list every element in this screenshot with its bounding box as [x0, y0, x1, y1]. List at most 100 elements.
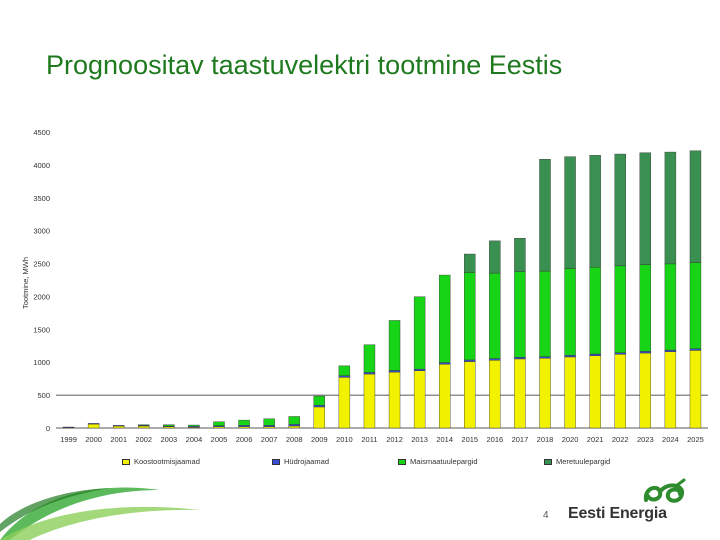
legend-label: Maismaatuulepargid: [410, 457, 478, 466]
x-tick-label: 2013: [411, 435, 428, 444]
bar-segment: [664, 349, 677, 352]
bar-segment: [464, 253, 476, 273]
bar-segment: [489, 272, 501, 359]
decorative-swoosh: [0, 487, 200, 540]
bar-segment: [614, 354, 626, 429]
legend-item: Meretuulepargid: [544, 457, 610, 466]
brand-name: Eesti Energia: [568, 505, 667, 522]
bar-segment: [338, 377, 351, 429]
bar-segment: [664, 351, 677, 429]
bar-segment: [288, 416, 300, 425]
bar-segment: [589, 266, 601, 355]
bar-segment: [438, 362, 451, 365]
legend-label: Hüdrojaamad: [284, 457, 330, 466]
y-tick-label: 500: [37, 391, 50, 400]
bar-segment: [539, 356, 551, 359]
renewable-production-chart: Tootmine, MWh 0 500 1000 1500 2000 2500 3000 350…: [21, 128, 708, 444]
bar-segment: [288, 424, 300, 427]
page-number: 4: [543, 510, 549, 521]
bar-segment: [338, 365, 351, 376]
x-tick-label: 2010: [336, 435, 353, 444]
x-tick-label: 2008: [286, 435, 303, 444]
bar-segment: [639, 352, 652, 429]
x-tick-label: 2011: [361, 435, 377, 444]
y-tick-label: 1500: [33, 325, 50, 334]
bar-segment: [489, 360, 501, 429]
bar-segment: [689, 350, 702, 429]
legend-swatch: [122, 458, 130, 465]
x-tick-label: 2012: [386, 435, 403, 444]
bar-segment: [413, 368, 426, 371]
x-tick-label: 2020: [562, 435, 579, 444]
x-tick-label: 2017: [512, 435, 529, 444]
bar-segment: [263, 418, 275, 426]
bar-segment: [438, 363, 451, 429]
bar-segment: [138, 424, 150, 426]
x-tick-label: 2021: [587, 435, 604, 444]
x-tick-label: 2003: [161, 435, 178, 444]
bar-segment: [464, 361, 476, 429]
bar-segment: [363, 372, 376, 375]
x-tick-label: 2007: [261, 435, 278, 444]
y-tick-label: 3000: [33, 227, 50, 236]
bar-segment: [564, 356, 576, 429]
bar-segment: [639, 152, 652, 265]
x-tick-label: 2000: [85, 435, 102, 444]
bar-segment: [464, 272, 476, 361]
bar-segment: [112, 425, 125, 427]
bar-segment: [564, 355, 576, 358]
y-tick-label: 3500: [33, 194, 50, 203]
bar-segment: [589, 155, 601, 268]
bar-segment: [539, 358, 551, 429]
page-title: Prognoositav taastuvelektri tootmine Ees…: [46, 50, 563, 80]
bar-segment: [363, 344, 376, 373]
y-tick-label: 2500: [33, 260, 50, 269]
bar-segment: [388, 320, 401, 371]
legend-item: Hüdrojaamad: [272, 457, 329, 466]
ee-logo-icon: [643, 478, 686, 503]
bar-segment: [413, 370, 426, 429]
bar-segment: [363, 373, 376, 429]
legend-label: Koostootmisjaamad: [134, 457, 200, 466]
bar-segment: [489, 358, 501, 361]
x-tick-label: 2006: [236, 435, 253, 444]
bar-segment: [288, 425, 300, 429]
y-tick-label: 0: [46, 424, 50, 433]
bar-segment: [413, 296, 426, 370]
bar-segment: [614, 265, 626, 353]
bar-segment: [489, 240, 501, 274]
bar-segment: [213, 421, 225, 426]
bar-segment: [539, 270, 551, 357]
legend-swatch: [544, 458, 552, 465]
bar-segment: [238, 419, 250, 426]
bar-segment: [514, 238, 526, 272]
bar-segment: [188, 424, 200, 427]
bar-segment: [514, 358, 526, 429]
bar-segment: [112, 425, 125, 429]
x-tick-label: 2016: [487, 435, 504, 444]
bar-segment: [564, 268, 576, 356]
bar-segment: [614, 352, 626, 355]
y-axis-label: Tootmine, MWh: [21, 257, 30, 309]
x-tick-label: 2022: [612, 435, 629, 444]
bar-segment: [689, 262, 702, 349]
bar-segment: [464, 359, 476, 362]
x-tick-label: 2004: [186, 435, 203, 444]
bar-segment: [564, 156, 576, 269]
x-tick-label: 2025: [687, 435, 704, 444]
bar-segment: [313, 406, 326, 429]
bar-segment: [87, 423, 100, 429]
bar-segment: [87, 423, 100, 425]
x-tick-label: 1999: [60, 435, 77, 444]
y-tick-label: 4000: [33, 161, 50, 170]
bar-segment: [514, 357, 526, 360]
bar-segment: [639, 264, 652, 352]
bar-segment: [438, 274, 451, 363]
x-tick-label: 2014: [436, 435, 453, 444]
bar-segment: [163, 424, 175, 427]
bar-segment: [338, 375, 351, 378]
y-tick-label: 4500: [33, 128, 50, 137]
bar-segment: [639, 351, 652, 354]
legend-swatch: [398, 458, 406, 465]
legend-item: Koostootmisjaamad: [122, 457, 200, 466]
